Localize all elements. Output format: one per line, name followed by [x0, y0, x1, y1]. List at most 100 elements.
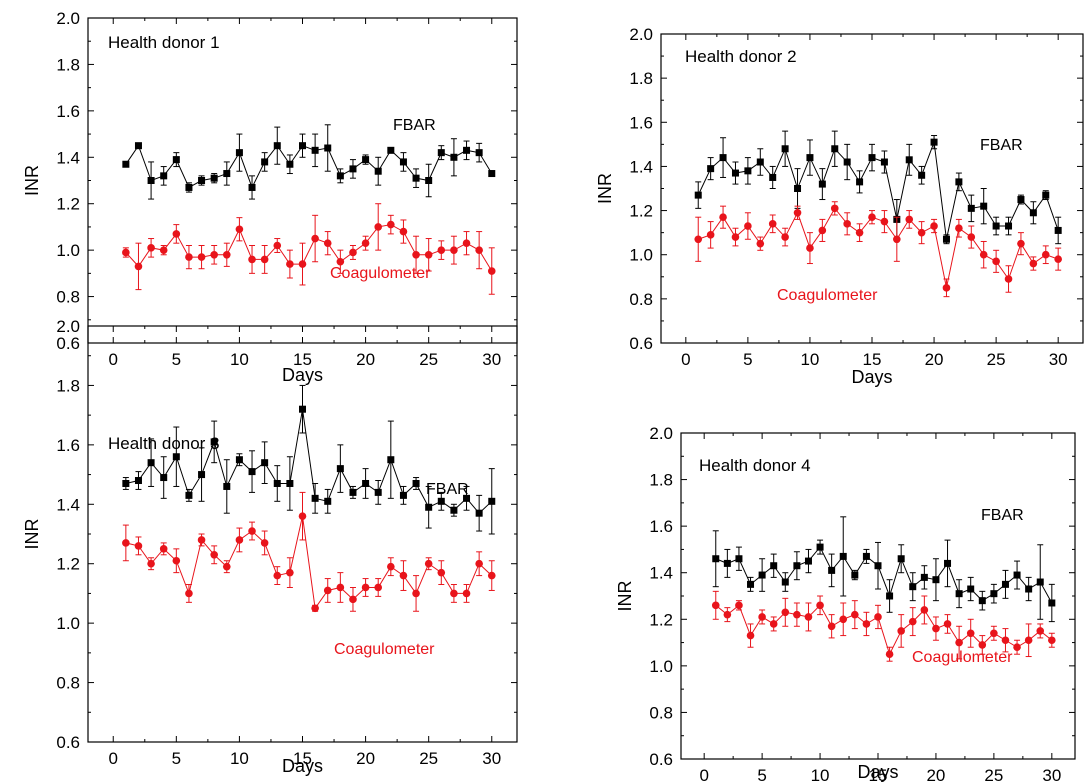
data-point [1013, 643, 1021, 652]
series-label: FBAR [426, 481, 469, 498]
y-tick-label: 0.6 [629, 334, 653, 353]
y-tick-label: 2.0 [56, 9, 80, 28]
data-point [323, 239, 332, 247]
data-point [942, 235, 950, 243]
data-point [488, 170, 496, 178]
y-tick-label: 2.0 [56, 317, 80, 336]
y-tick-label: 1.6 [56, 436, 80, 455]
x-tick-label: 15 [293, 350, 312, 369]
data-point [299, 142, 306, 150]
data-point [990, 590, 998, 598]
data-point [450, 506, 458, 514]
data-point [248, 527, 256, 535]
data-point [839, 615, 848, 624]
data-point [932, 624, 940, 633]
data-point [374, 223, 383, 231]
data-point [955, 224, 963, 233]
y-tick-label: 1.6 [629, 113, 653, 132]
data-point [286, 260, 294, 268]
x-axis-title: Days [851, 367, 892, 387]
panel-4: 0.6 0.8 1.0 1.2 1.4 1.6 1.8 2.0 0 5 10 15 20 25 30 Days… [615, 424, 1076, 783]
series-coagulometer: Coagulometer [711, 590, 1056, 666]
data-point [723, 610, 732, 619]
data-point [412, 479, 420, 487]
data-point [719, 154, 727, 162]
data-point [880, 217, 889, 226]
data-point [992, 257, 1000, 266]
x-tick-label: 0 [699, 766, 708, 783]
data-point [1004, 275, 1013, 283]
data-point [897, 555, 905, 563]
data-point [361, 583, 370, 592]
data-point [897, 627, 905, 635]
x-tick-label: 20 [356, 350, 375, 369]
data-point [147, 459, 155, 467]
y-tick-label: 0.8 [56, 674, 80, 693]
data-point [806, 244, 814, 252]
y-tick-label: 1.8 [56, 55, 80, 74]
x-tick-label: 15 [869, 766, 888, 783]
data-point [793, 610, 801, 619]
data-point [450, 246, 458, 254]
data-point [806, 154, 814, 162]
y-tick-label: 1.4 [629, 157, 653, 176]
y-tick-label: 0.8 [56, 288, 80, 307]
data-point [1025, 585, 1033, 593]
data-point [475, 509, 483, 517]
series-label: Coagulometer [777, 287, 878, 304]
y-tick-label: 1.8 [629, 69, 653, 88]
data-point [794, 185, 802, 192]
data-point [185, 589, 193, 598]
series-fbar: FBAR [712, 507, 1056, 623]
data-point [235, 456, 243, 464]
data-point [1001, 636, 1010, 645]
data-point [1036, 627, 1045, 635]
series-label: FBAR [393, 117, 436, 134]
data-point [731, 233, 740, 241]
panel-1: 0.6 0.8 1.0 1.2 1.4 1.6 1.8 2.0 0 5 10 15 20 25 30 Days… [22, 9, 518, 385]
data-point [298, 260, 307, 268]
data-point [336, 583, 345, 592]
x-axis-title: Days [857, 762, 898, 782]
data-point [967, 233, 976, 241]
y-tick-label: 0.6 [56, 733, 80, 752]
data-point [735, 555, 743, 563]
x-tick-label: 0 [109, 749, 118, 768]
data-point [210, 174, 218, 182]
y-tick-label: 1.0 [649, 657, 673, 676]
panel-title: Health donor 4 [699, 456, 811, 475]
data-point [172, 156, 180, 164]
data-point [463, 494, 471, 502]
data-point [134, 142, 142, 150]
y-tick-label: 1.8 [56, 376, 80, 395]
data-point [843, 220, 851, 228]
data-point [185, 183, 193, 191]
y-tick-label: 1.4 [56, 495, 80, 514]
plot-frame [680, 432, 1076, 760]
series-label: Coagulometer [912, 649, 1013, 666]
data-point [437, 149, 445, 157]
data-point [944, 559, 952, 567]
data-point [222, 562, 231, 571]
data-point [746, 631, 755, 640]
data-point [134, 262, 143, 271]
data-point [756, 158, 764, 166]
series-label: FBAR [981, 507, 1024, 524]
data-point [210, 438, 218, 446]
data-point [955, 638, 963, 647]
panel-title: Health donor 3 [108, 434, 220, 453]
data-point [920, 573, 928, 581]
panel-title: Health donor 1 [108, 33, 220, 52]
x-tick-label: 20 [925, 350, 944, 369]
data-point [1005, 222, 1013, 230]
data-point [198, 177, 206, 184]
data-point [197, 253, 206, 261]
panel-title: Health donor 2 [685, 47, 797, 66]
data-point [885, 650, 894, 659]
data-point [399, 571, 408, 580]
series-line [715, 546, 1053, 604]
data-point [893, 235, 901, 244]
data-point [159, 246, 168, 254]
data-point [336, 465, 344, 473]
data-point [147, 177, 155, 184]
